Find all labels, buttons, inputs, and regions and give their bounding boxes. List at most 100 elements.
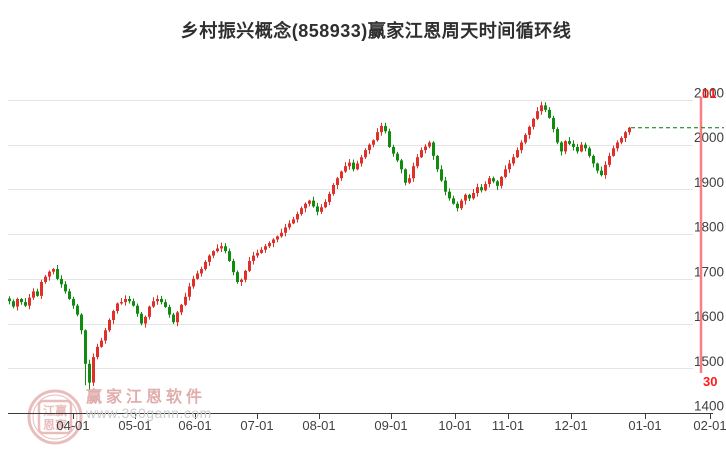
watermark-url-text: www.360gann.com: [86, 405, 212, 421]
candle-body: [412, 166, 415, 179]
candle-body: [436, 155, 439, 170]
candle-body: [148, 306, 151, 317]
candle-body: [416, 157, 419, 167]
candle-body: [360, 157, 363, 164]
candle-body: [572, 143, 575, 147]
candle-body: [120, 302, 123, 304]
candle-body: [84, 330, 87, 364]
candle-body: [380, 125, 383, 133]
candle-body: [36, 291, 39, 296]
candle-body: [28, 297, 31, 306]
cycle-bottom-label: 30: [703, 374, 718, 389]
candle-body: [192, 278, 195, 287]
candle-body: [180, 304, 183, 313]
candle-body: [564, 141, 567, 152]
candle-body: [496, 181, 499, 186]
candle-body: [228, 251, 231, 261]
candle-body: [224, 246, 227, 252]
candle-body: [168, 307, 171, 315]
candle-body: [80, 314, 83, 331]
candle-body: [316, 206, 319, 212]
candle-body: [480, 187, 483, 191]
candle-body: [368, 144, 371, 151]
x-axis-label: 04-01: [56, 418, 89, 433]
candle-body: [188, 286, 191, 297]
candle-body: [24, 302, 27, 306]
candle-body: [52, 269, 55, 272]
candle-body: [536, 111, 539, 119]
x-axis-label: 05-01: [118, 418, 151, 433]
candle-body: [596, 163, 599, 171]
x-axis-label: 02-01: [693, 418, 726, 433]
candle-body: [64, 284, 67, 292]
candle-body: [464, 194, 467, 201]
candle-body: [544, 105, 547, 110]
candle-body: [48, 271, 51, 277]
candle-body: [40, 281, 43, 296]
candle-body: [160, 298, 163, 303]
candle-body: [272, 239, 275, 244]
candle-body: [468, 194, 471, 199]
candle-body: [332, 184, 335, 194]
candle-body: [292, 219, 295, 224]
candle-body: [396, 153, 399, 161]
candle-body: [476, 187, 479, 194]
candle-body: [264, 246, 267, 250]
candle-body: [584, 144, 587, 149]
candle-body: [304, 203, 307, 209]
candle-body: [124, 298, 127, 303]
candle-body: [588, 148, 591, 156]
candle-body: [44, 276, 47, 282]
x-axis-label: 09-01: [374, 418, 407, 433]
candle-body: [532, 118, 535, 127]
y-axis-label: 2000: [694, 130, 724, 145]
candle-body: [96, 346, 99, 358]
candle-body: [200, 269, 203, 274]
candle-body: [312, 200, 315, 207]
candle-body: [268, 243, 271, 247]
y-axis-label: 1600: [694, 309, 724, 324]
watermark-brand-text: 赢家江恩软件: [86, 389, 207, 406]
candle-body: [284, 227, 287, 233]
candle-body: [516, 150, 519, 158]
candle-body: [132, 301, 135, 306]
y-axis-label: 1700: [694, 264, 724, 279]
candle-body: [116, 303, 119, 312]
candle-body: [240, 279, 243, 282]
candle-body: [432, 142, 435, 156]
candle-body: [156, 298, 159, 302]
candle-body: [524, 134, 527, 143]
candle-body: [88, 363, 91, 383]
candle-body: [340, 171, 343, 179]
candle-body: [212, 251, 215, 256]
candle-body: [600, 170, 603, 176]
x-axis-label: 01-01: [628, 418, 661, 433]
candle-body: [528, 126, 531, 135]
candle-body: [552, 117, 555, 130]
candle-body: [352, 162, 355, 170]
candle-body: [624, 132, 627, 139]
candle-body: [328, 193, 331, 202]
candle-body: [384, 125, 387, 132]
candle-body: [16, 298, 19, 307]
candle-body: [540, 105, 543, 112]
candle-body: [388, 131, 391, 147]
candle-body: [628, 127, 631, 133]
candle-body: [220, 246, 223, 249]
candle-body: [580, 144, 583, 152]
candle-body: [140, 313, 143, 324]
candle-body: [8, 298, 11, 302]
candle-body: [308, 200, 311, 204]
candle-body: [104, 330, 107, 341]
candle-body: [20, 298, 23, 303]
x-axis-label: 11-01: [492, 418, 524, 433]
candle-body: [60, 278, 63, 285]
chart-title: 乡村振兴概念(858933)赢家江恩周天时间循环线: [180, 21, 572, 41]
candle-body: [440, 169, 443, 181]
candle-body: [364, 150, 367, 158]
candle-body: [444, 180, 447, 192]
candle-body: [320, 207, 323, 212]
y-axis-label: 2100: [694, 86, 724, 101]
